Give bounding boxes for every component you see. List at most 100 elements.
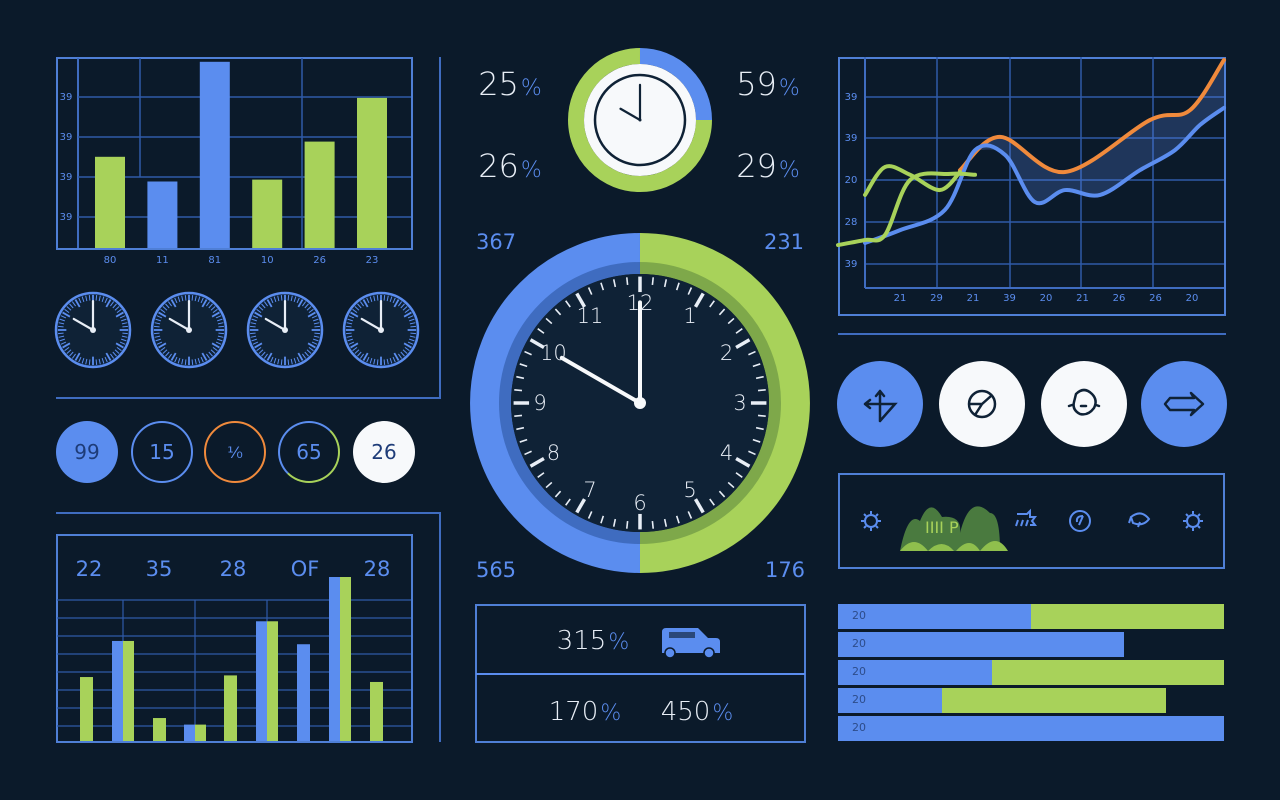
clock-hub — [282, 327, 288, 333]
axes-arrows-icon — [863, 389, 898, 423]
bar-segment-blue — [838, 688, 943, 713]
clock-tick — [296, 297, 300, 304]
stat-value: 170 — [548, 697, 599, 727]
clock-hub — [378, 327, 384, 333]
clock-tick — [314, 332, 321, 335]
bar-label: 20 — [852, 609, 866, 622]
at-sign-icon[interactable] — [1069, 510, 1091, 532]
clock-tick — [651, 520, 655, 529]
clock-tick — [304, 303, 309, 309]
clock-tick — [313, 335, 320, 338]
clock-tick — [154, 335, 161, 338]
hour-hand — [619, 107, 642, 122]
clock-tick — [101, 357, 105, 364]
small-clock — [246, 291, 324, 369]
clock-tick — [565, 498, 571, 506]
gear-icon[interactable] — [861, 511, 881, 531]
clock-tick — [57, 332, 64, 335]
clock-tick — [162, 306, 168, 311]
clock-tick — [545, 317, 553, 325]
face-icon — [1067, 388, 1101, 416]
y-tick-label: 39 — [60, 132, 73, 143]
big-clock-ring-blue — [470, 233, 641, 573]
clock-tick — [554, 490, 562, 498]
clock-tick — [403, 342, 412, 349]
clock-tick — [307, 311, 316, 318]
clock-tick — [314, 325, 321, 328]
badge-outline-orange[interactable]: ⅟₀ — [204, 421, 266, 483]
y-tick-label: 39 — [845, 259, 858, 270]
pie-chart-button[interactable] — [939, 361, 1025, 447]
creature-icon[interactable] — [1015, 508, 1037, 527]
clock-tick — [545, 481, 553, 489]
clock-tick — [600, 515, 605, 524]
summary-row1-value: 315% — [557, 626, 630, 656]
clock-tick — [121, 335, 128, 338]
badge-filled-blue[interactable]: 99 — [56, 421, 118, 483]
x-tick-label: 26 — [313, 255, 326, 266]
clock-tick — [78, 297, 82, 304]
clock-tick — [402, 349, 408, 354]
clock-numeral: 9 — [533, 391, 547, 415]
clock-hub — [638, 118, 642, 122]
hour-hand — [168, 317, 191, 332]
clock-tick — [266, 352, 273, 361]
clock-numeral: 3 — [733, 391, 747, 415]
x-tick-label: 26 — [1149, 293, 1162, 304]
stat-value: 26 — [478, 147, 519, 185]
clock-tick — [98, 295, 101, 302]
clock-tick — [60, 315, 67, 319]
clock-tick — [66, 349, 72, 354]
clock-tick — [270, 356, 274, 363]
clock-numeral: 10 — [540, 341, 567, 365]
clock-tick — [277, 358, 280, 365]
clock-tick — [366, 356, 370, 363]
clock-tick — [524, 350, 532, 356]
small-clock — [150, 291, 228, 369]
bar — [147, 181, 178, 248]
badge-outline-blue-green[interactable]: 65 — [278, 421, 340, 483]
clock-tick — [66, 306, 72, 311]
clock-tick — [120, 318, 127, 322]
gear-icon[interactable] — [1183, 511, 1203, 531]
clock-tick — [160, 346, 166, 352]
clock-tick — [256, 346, 262, 352]
clock-tick — [252, 341, 259, 345]
clock-tick — [625, 277, 629, 286]
clock-tick — [348, 315, 355, 319]
fish-icon[interactable] — [1128, 512, 1151, 528]
clock-tick — [409, 335, 416, 338]
corner-value-top-left: 367 — [475, 230, 517, 254]
bar — [304, 141, 335, 248]
clock-tick — [308, 308, 314, 314]
clock-tick — [524, 450, 532, 456]
clock-tick — [293, 357, 297, 364]
clock-tick — [362, 299, 369, 308]
bar-segment-blue — [838, 716, 1224, 741]
clock-tick — [301, 301, 307, 307]
axes-arrows-button[interactable] — [837, 361, 923, 447]
badge-outline-blue[interactable]: 15 — [131, 421, 193, 483]
clock-tick — [156, 341, 163, 345]
clock-tick — [408, 338, 415, 342]
hour-hand — [72, 317, 95, 332]
badge-filled-white[interactable]: 26 — [353, 421, 415, 483]
clock-tick — [74, 299, 81, 308]
clock-tick — [383, 294, 386, 301]
clock-tick — [251, 338, 258, 342]
clock-tick — [88, 359, 91, 366]
stat-unit: % — [520, 158, 542, 183]
clock-tick — [122, 332, 129, 335]
clock-tick — [306, 306, 312, 311]
clock-tick — [345, 332, 352, 335]
clock-numeral: 11 — [576, 304, 604, 329]
clock-tick — [215, 341, 222, 345]
badge-label: 65 — [296, 440, 322, 464]
clock-tick — [116, 308, 122, 314]
face-button[interactable] — [1041, 361, 1127, 447]
summary-divider — [476, 673, 805, 675]
arrow-right-button[interactable] — [1141, 361, 1227, 447]
stat-mid-left: 26% — [478, 147, 542, 185]
clock-tick — [354, 349, 360, 354]
